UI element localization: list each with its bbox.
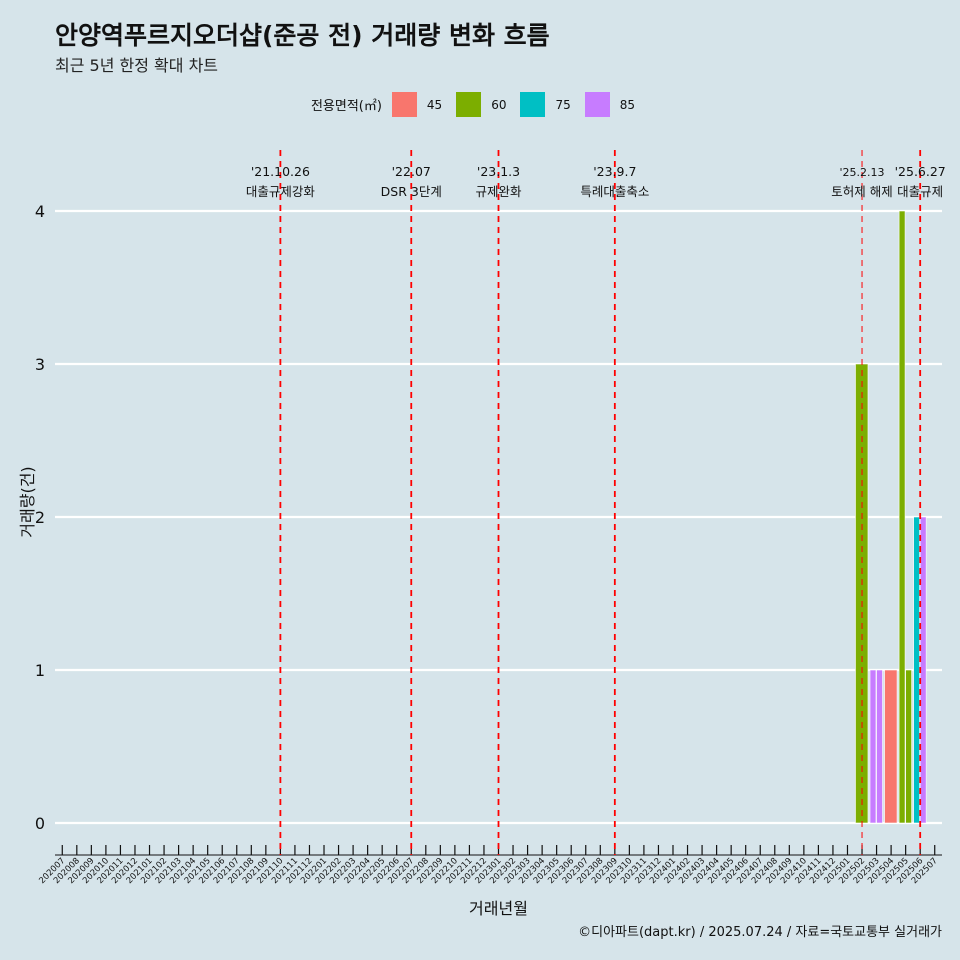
legend-label-75: 75 xyxy=(555,97,571,112)
bar-60-202505 xyxy=(905,669,912,824)
bar-85-202503 xyxy=(869,669,877,824)
legend-swatch-85 xyxy=(584,92,610,117)
annotation-date-202506: '25.6.27 xyxy=(895,164,946,179)
chart-caption: ©디아파트(dapt.kr) / 2025.07.24 / 자료=국토교통부 실… xyxy=(578,925,942,940)
annotation-label-202506: 대출규제 xyxy=(897,184,943,199)
legend-item-85: 85 xyxy=(584,92,643,117)
annotation-label-202110: 대출규제강화 xyxy=(246,184,316,199)
annotation-date-202207: '22.07 xyxy=(392,164,431,179)
legend-swatch-60 xyxy=(456,92,482,117)
legend-item-75: 75 xyxy=(520,92,578,117)
annotation-label-202502: 토허제 해제 xyxy=(831,184,892,199)
y-tick-label: 1 xyxy=(35,661,45,680)
annotation-label-202309: 특례대출축소 xyxy=(580,184,649,199)
legend-item-45: 45 xyxy=(391,92,450,117)
y-axis-title: 거래량(건) xyxy=(18,466,37,537)
annotation-date-202301: '23.1.3 xyxy=(477,164,520,179)
y-tick-label: 2 xyxy=(35,508,45,527)
legend-label-45: 45 xyxy=(426,97,443,112)
y-tick-label: 3 xyxy=(35,355,45,374)
chart-title: 안양역푸르지오더샵(준공 전) 거래량 변화 흐름 xyxy=(55,21,550,50)
y-tick-label: 4 xyxy=(35,202,45,221)
legend-swatch-45 xyxy=(391,92,417,117)
annotation-label-202207: DSR 3단계 xyxy=(381,184,442,199)
legend-swatch-75 xyxy=(520,92,546,117)
annotation-date-202309: '23.9.7 xyxy=(593,164,636,179)
bar-60-202505 xyxy=(898,210,906,824)
annotation-label-202301: 규제완화 xyxy=(475,184,522,199)
legend-label-85: 85 xyxy=(619,97,636,112)
bar-85-202503 xyxy=(876,669,883,824)
annotation-date-202502: '25.2.13 xyxy=(840,166,885,179)
legend-item-60: 60 xyxy=(456,92,514,117)
legend-title: 전용면적(㎡) xyxy=(310,99,382,114)
bar-45-202504 xyxy=(884,669,898,824)
x-axis-title: 거래년월 xyxy=(469,899,528,918)
legend: 전용면적(㎡) 45 60 75 85 xyxy=(0,92,960,117)
chart-subtitle: 최근 5년 한정 확대 차트 xyxy=(55,56,219,75)
bar-75-202506 xyxy=(913,516,920,824)
annotation-date-202110: '21.10.26 xyxy=(251,164,310,179)
legend-label-60: 60 xyxy=(491,97,507,112)
y-tick-label: 0 xyxy=(35,814,45,833)
